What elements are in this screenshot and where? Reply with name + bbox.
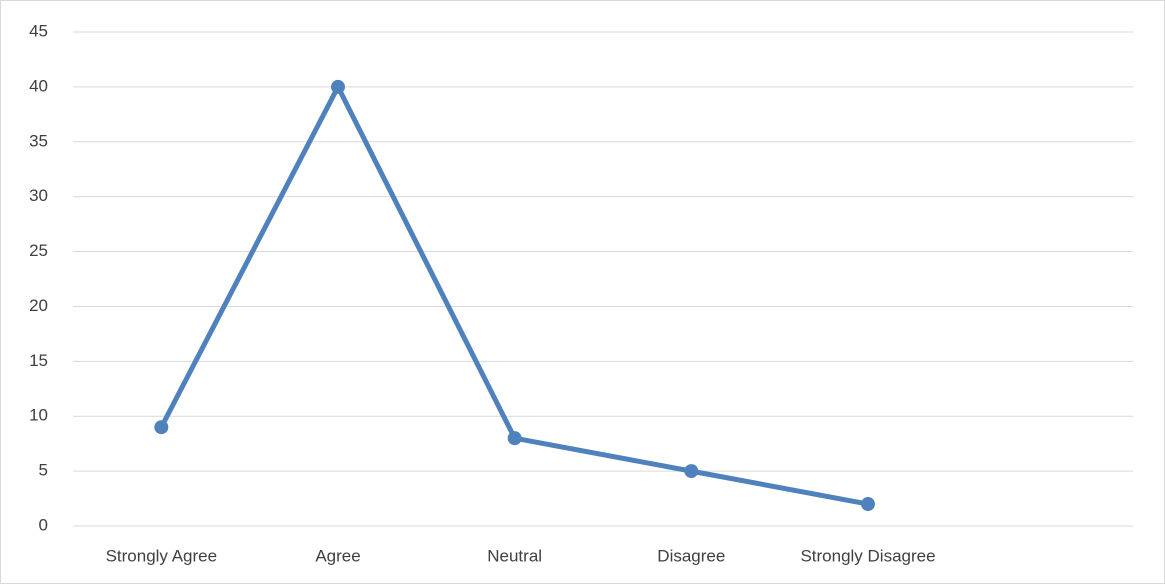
y-tick-label: 15 <box>29 351 48 370</box>
y-tick-label: 35 <box>29 131 48 150</box>
point-marker <box>331 79 345 94</box>
y-tick-label: 10 <box>29 406 48 425</box>
x-tick-label: Neutral <box>487 546 542 565</box>
x-tick-label: Strongly Disagree <box>800 546 935 565</box>
point-marker <box>507 431 522 446</box>
point-marker <box>861 497 875 512</box>
x-tick-label: Agree <box>315 546 360 565</box>
y-tick-label: 0 <box>39 515 48 534</box>
y-tick-label: 5 <box>39 461 48 480</box>
y-tick-label: 25 <box>29 241 48 260</box>
x-tick-label: Disagree <box>657 546 725 565</box>
point-marker <box>684 464 699 479</box>
point-marker <box>154 420 169 435</box>
y-tick-label: 45 <box>29 21 48 40</box>
x-tick-label: Strongly Agree <box>106 546 218 565</box>
y-tick-label: 30 <box>29 186 48 205</box>
y-tick-label: 40 <box>29 76 48 95</box>
y-tick-label: 20 <box>29 296 48 315</box>
